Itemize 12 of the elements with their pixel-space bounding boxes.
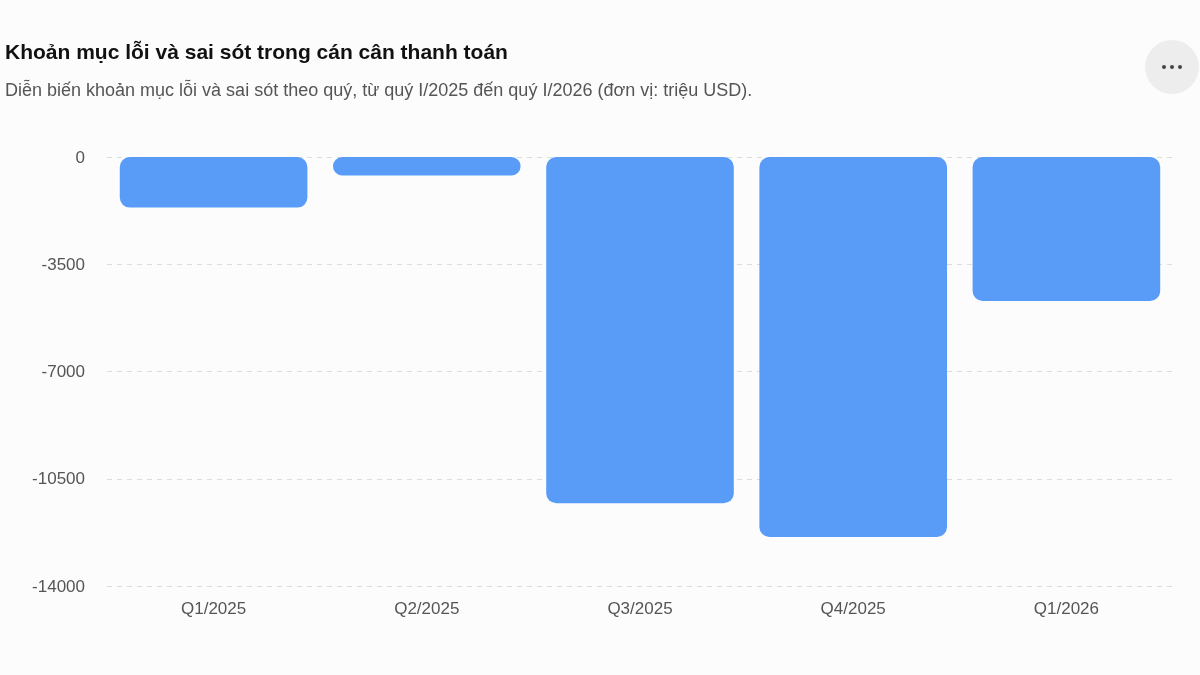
x-tick-label: Q2/2025 (394, 599, 460, 618)
chart-subtitle: Diễn biến khoản mục lỗi và sai sót theo quý, từ quý I/2025 đến quý I/2026 (đơn vị: triệu USD). (5, 79, 753, 100)
y-tick-label: -7000 (41, 362, 85, 381)
y-tick-label: -10500 (32, 469, 85, 489)
x-tick-label: Q1/2026 (1033, 599, 1100, 618)
chart-title: Khoản mục lỗi và sai sót trong cán cân thanh toán (5, 40, 508, 63)
x-tick-label: Q4/2025 (820, 599, 886, 618)
y-tick-label: -14000 (32, 576, 85, 596)
x-tick-label: Q1/2025 (180, 599, 247, 618)
y-tick-label: 0 (75, 147, 85, 167)
x-tick-label: Q3/2025 (607, 599, 673, 618)
y-tick-label: -3500 (41, 254, 85, 274)
